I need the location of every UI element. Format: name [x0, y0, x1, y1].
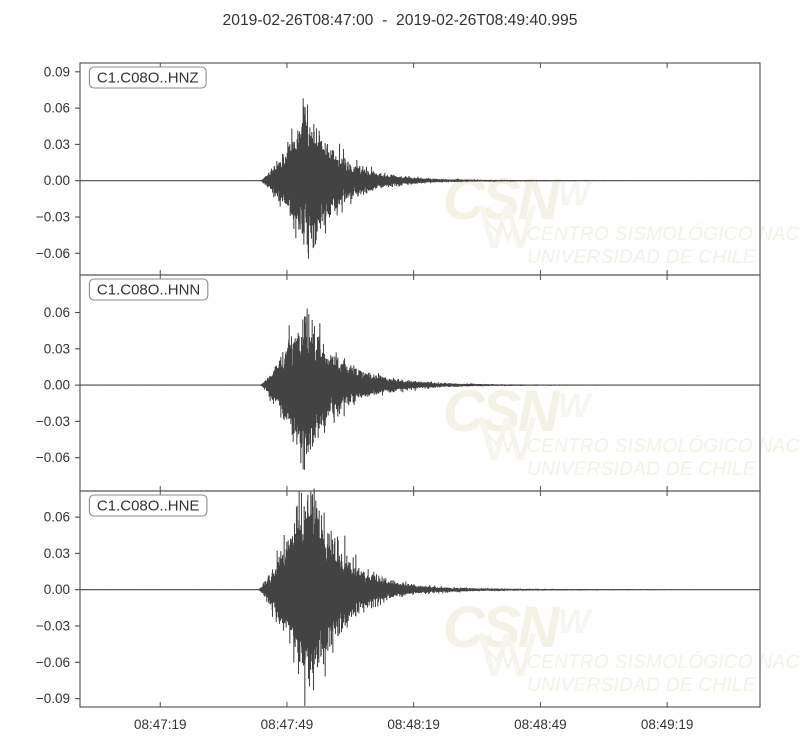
svg-text:0.06: 0.06	[44, 305, 70, 320]
svg-text:0.00: 0.00	[44, 582, 70, 597]
svg-text:08:49:19: 08:49:19	[641, 717, 694, 732]
svg-text:0.03: 0.03	[44, 137, 70, 152]
svg-text:CENTRO SISMOLÓGICO NACIONAL: CENTRO SISMOLÓGICO NACIONAL	[527, 651, 800, 673]
svg-text:0.03: 0.03	[44, 341, 70, 356]
svg-text:UNIVERSIDAD DE CHILE: UNIVERSIDAD DE CHILE	[527, 675, 756, 696]
svg-text:−0.09: −0.09	[36, 691, 70, 706]
svg-text:C1.C08O..HNN: C1.C08O..HNN	[97, 282, 200, 299]
svg-text:08:47:49: 08:47:49	[261, 717, 314, 732]
svg-text:0.00: 0.00	[44, 378, 70, 393]
svg-text:0.06: 0.06	[44, 101, 70, 116]
svg-text:CENTRO SISMOLÓGICO NACIONAL: CENTRO SISMOLÓGICO NACIONAL	[527, 223, 800, 245]
svg-text:−0.06: −0.06	[36, 655, 70, 670]
svg-text:−0.03: −0.03	[36, 619, 70, 634]
svg-text:08:47:19: 08:47:19	[134, 717, 187, 732]
svg-text:−0.06: −0.06	[36, 450, 70, 465]
svg-text:W: W	[558, 387, 593, 425]
svg-text:C1.C08O..HNZ: C1.C08O..HNZ	[97, 70, 199, 87]
svg-text:0.06: 0.06	[44, 510, 70, 525]
svg-text:UNIVERSIDAD DE CHILE: UNIVERSIDAD DE CHILE	[527, 459, 756, 480]
svg-text:0.03: 0.03	[44, 546, 70, 561]
svg-text:0.09: 0.09	[44, 64, 70, 79]
svg-text:CENTRO SISMOLÓGICO NACIONAL: CENTRO SISMOLÓGICO NACIONAL	[527, 435, 800, 457]
svg-text:UNIVERSIDAD DE CHILE: UNIVERSIDAD DE CHILE	[527, 247, 756, 268]
svg-text:C1.C08O..HNE: C1.C08O..HNE	[97, 498, 200, 515]
svg-text:−0.03: −0.03	[36, 210, 70, 225]
svg-text:W: W	[558, 603, 593, 641]
svg-text:−0.06: −0.06	[36, 246, 70, 261]
svg-text:0.00: 0.00	[44, 173, 70, 188]
svg-text:08:48:49: 08:48:49	[514, 717, 567, 732]
svg-text:−0.03: −0.03	[36, 414, 70, 429]
svg-text:08:48:19: 08:48:19	[387, 717, 440, 732]
